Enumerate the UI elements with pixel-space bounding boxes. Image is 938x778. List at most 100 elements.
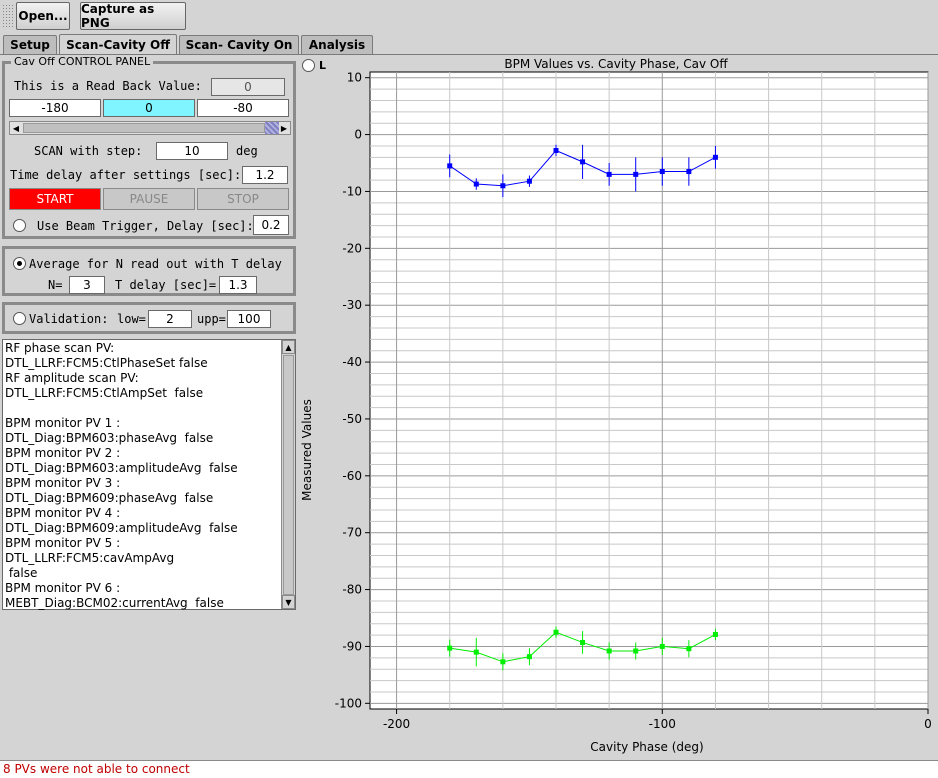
range-current-field[interactable]: 0 bbox=[103, 99, 195, 117]
data-point bbox=[473, 181, 479, 187]
x-tick-label: 0 bbox=[924, 717, 932, 731]
y-tick-label: -30 bbox=[342, 298, 362, 312]
y-tick-label: -40 bbox=[342, 355, 362, 369]
readback-value-field: 0 bbox=[211, 78, 285, 96]
bpm-chart: BPM Values vs. Cavity Phase, Cav Off 10 0… bbox=[300, 57, 932, 754]
scrollbar-track[interactable] bbox=[23, 123, 265, 133]
control-panel: Cav Off CONTROL PANEL This is a Read Bac… bbox=[2, 55, 296, 239]
data-point bbox=[606, 648, 612, 654]
data-point bbox=[500, 659, 506, 665]
data-point bbox=[712, 154, 718, 160]
data-point bbox=[447, 163, 453, 169]
control-panel-title: Cav Off CONTROL PANEL bbox=[11, 55, 154, 68]
y-tick-label: -20 bbox=[342, 241, 362, 255]
data-point bbox=[633, 648, 639, 654]
validation-radio[interactable] bbox=[13, 312, 26, 325]
data-point bbox=[473, 649, 479, 655]
t-delay-label: T delay [sec]= bbox=[115, 278, 217, 292]
data-point bbox=[606, 171, 612, 177]
data-point bbox=[686, 169, 692, 175]
y-tick-label: -70 bbox=[342, 526, 362, 540]
y-tick-label: -50 bbox=[342, 412, 362, 426]
upp-field[interactable]: 100 bbox=[227, 310, 271, 328]
y-tick-label: -10 bbox=[342, 184, 362, 198]
toolbar-grip[interactable] bbox=[2, 4, 14, 28]
validation-label: Validation: bbox=[29, 312, 109, 326]
validation-panel: Validation: low= 2 upp= 100 bbox=[2, 302, 296, 334]
beam-trigger-radio[interactable] bbox=[13, 219, 26, 232]
data-point bbox=[526, 654, 532, 660]
data-point bbox=[580, 639, 586, 645]
time-delay-field[interactable]: 1.2 bbox=[242, 166, 288, 184]
y-tick-label: 0 bbox=[354, 128, 362, 142]
chart-x-axis-label: Cavity Phase (deg) bbox=[590, 740, 703, 754]
series-1 bbox=[447, 626, 718, 671]
y-tick-label: -100 bbox=[335, 696, 362, 710]
chart-legend-toggle-label: L bbox=[319, 59, 327, 72]
scroll-right-icon[interactable]: ▶ bbox=[280, 123, 288, 133]
tab-divider bbox=[0, 54, 938, 55]
pv-info-textarea[interactable]: RF phase scan PV: DTL_LLRF:FCM5:CtlPhase… bbox=[2, 339, 296, 610]
pv-info-text: RF phase scan PV: DTL_LLRF:FCM5:CtlPhase… bbox=[5, 341, 238, 610]
scrollbar-thumb[interactable] bbox=[265, 122, 279, 134]
chart-title: BPM Values vs. Cavity Phase, Cav Off bbox=[504, 57, 728, 71]
y-tick-label: -60 bbox=[342, 469, 362, 483]
open-button[interactable]: Open... bbox=[16, 2, 70, 30]
pause-button[interactable]: PAUSE bbox=[103, 188, 195, 210]
chart-grid bbox=[369, 71, 929, 710]
low-label: low= bbox=[117, 312, 146, 326]
data-point bbox=[659, 169, 665, 175]
scroll-up-icon[interactable]: ▲ bbox=[282, 340, 295, 354]
series-0 bbox=[447, 144, 718, 198]
data-point bbox=[712, 631, 718, 637]
data-point bbox=[580, 159, 586, 165]
scroll-left-icon[interactable]: ◀ bbox=[12, 123, 20, 133]
time-delay-label: Time delay after settings [sec]: bbox=[10, 168, 242, 182]
phase-scrollbar[interactable]: ◀ ▶ bbox=[9, 121, 291, 135]
pv-info-scrollbar[interactable]: ▲ ▼ bbox=[281, 340, 295, 609]
chart-legend-radio[interactable] bbox=[302, 59, 315, 72]
scan-step-label: SCAN with step: bbox=[34, 144, 143, 158]
data-point bbox=[500, 183, 506, 189]
tab-scan-cavity-off[interactable]: Scan-Cavity Off bbox=[59, 34, 177, 54]
data-point bbox=[686, 646, 692, 652]
n-label: N= bbox=[48, 278, 63, 292]
beam-trigger-label: Use Beam Trigger, Delay [sec]: bbox=[37, 219, 254, 233]
data-point bbox=[553, 629, 559, 635]
data-point bbox=[553, 147, 559, 153]
average-radio[interactable] bbox=[13, 257, 26, 270]
y-tick-label: -80 bbox=[342, 583, 362, 597]
average-label: Average for N read out with T delay bbox=[29, 257, 282, 271]
stop-button[interactable]: STOP bbox=[197, 188, 289, 210]
chart-axes: 10 0 -10 -20 -30 -40 -50 -60 -70 -80 -90 -100 -200 -1… bbox=[335, 71, 932, 731]
readback-label: This is a Read Back Value: bbox=[14, 79, 202, 93]
status-bar: 8 PVs were not able to connect bbox=[0, 760, 938, 778]
average-panel: Average for N read out with T delay N= 3… bbox=[2, 246, 296, 296]
scrollbar-thumb-vertical[interactable] bbox=[283, 355, 294, 595]
capture-png-button[interactable]: Capture as PNG bbox=[80, 2, 186, 30]
upp-label: upp= bbox=[197, 312, 226, 326]
range-start-field[interactable]: -180 bbox=[9, 99, 101, 117]
data-point bbox=[659, 643, 665, 649]
range-end-field[interactable]: -80 bbox=[197, 99, 289, 117]
y-tick-label: 10 bbox=[347, 71, 362, 85]
data-point bbox=[633, 171, 639, 177]
y-tick-label: -90 bbox=[342, 639, 362, 653]
n-field[interactable]: 3 bbox=[69, 276, 105, 294]
tab-scan-cavity-on[interactable]: Scan- Cavity On bbox=[179, 35, 299, 54]
scan-step-field[interactable]: 10 bbox=[156, 142, 228, 160]
low-field[interactable]: 2 bbox=[148, 310, 192, 328]
beam-trigger-field[interactable]: 0.2 bbox=[253, 215, 289, 235]
x-tick-label: -200 bbox=[383, 717, 410, 731]
x-tick-label: -100 bbox=[649, 717, 676, 731]
data-point bbox=[447, 645, 453, 651]
t-delay-field[interactable]: 1.3 bbox=[219, 276, 257, 294]
start-button[interactable]: START bbox=[9, 188, 101, 210]
chart-series bbox=[447, 144, 718, 671]
scroll-down-icon[interactable]: ▼ bbox=[282, 595, 295, 609]
scan-step-unit: deg bbox=[236, 144, 258, 158]
tab-analysis[interactable]: Analysis bbox=[301, 35, 373, 54]
plot-area bbox=[369, 71, 929, 710]
tab-setup[interactable]: Setup bbox=[3, 35, 57, 54]
data-point bbox=[526, 178, 532, 184]
